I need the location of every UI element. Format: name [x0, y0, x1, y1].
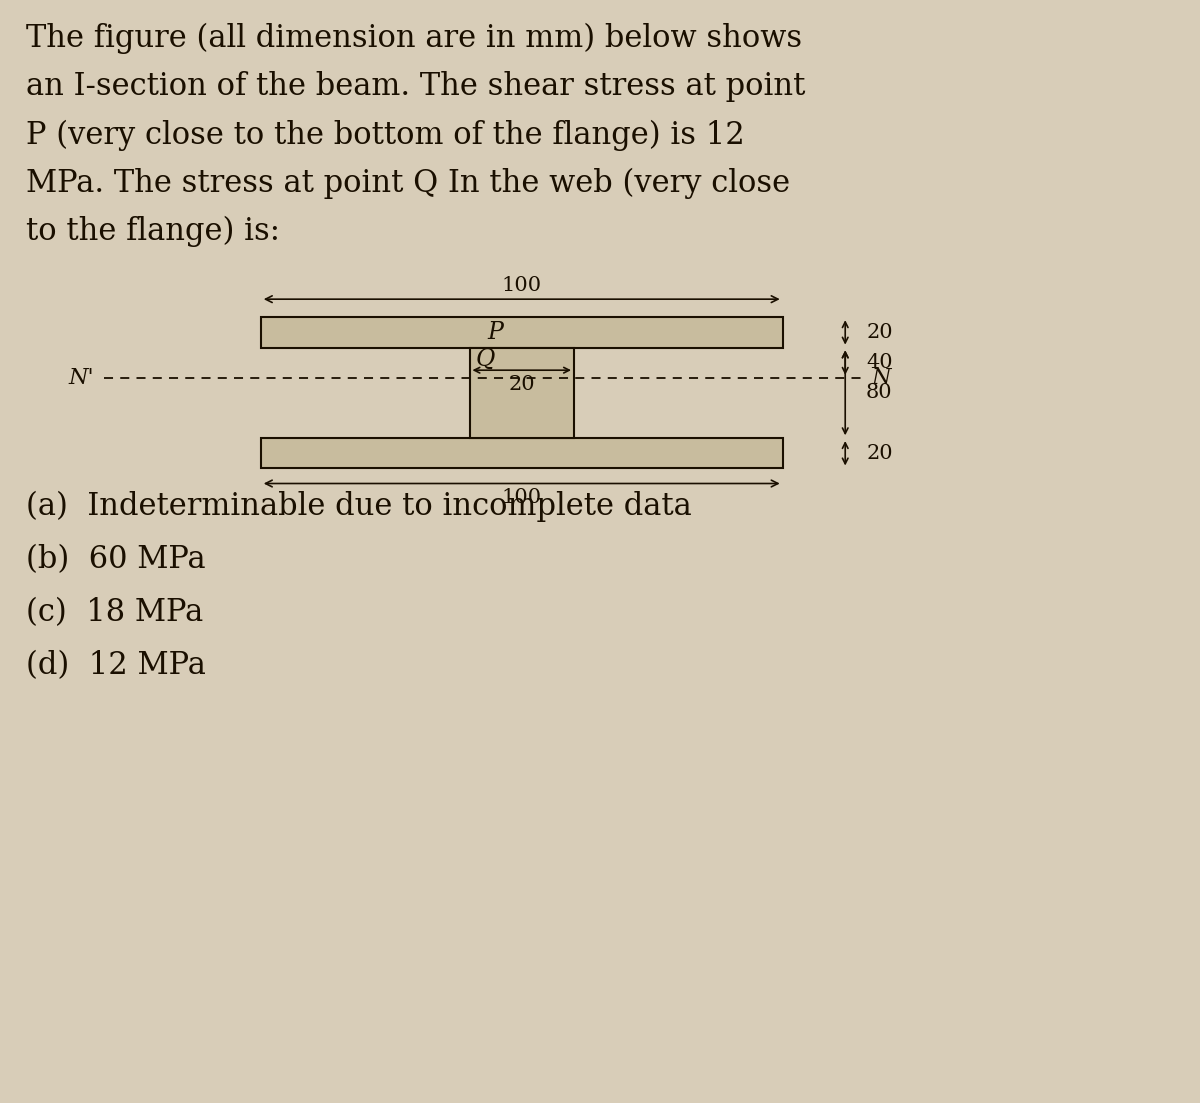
Text: 20: 20: [866, 323, 893, 342]
Text: P (very close to the bottom of the flange) is 12: P (very close to the bottom of the flang…: [26, 119, 745, 151]
Text: 100: 100: [502, 488, 542, 507]
Text: 20: 20: [866, 443, 893, 463]
Text: MPa. The stress at point Q In the web (very close: MPa. The stress at point Q In the web (v…: [26, 168, 791, 199]
Text: The figure (all dimension are in mm) below shows: The figure (all dimension are in mm) bel…: [26, 23, 803, 54]
Text: P: P: [487, 321, 504, 344]
Text: to the flange) is:: to the flange) is:: [26, 216, 280, 247]
Text: 80: 80: [866, 384, 893, 403]
Text: N: N: [871, 366, 890, 388]
Text: (a)  Indeterminable due to incomplete data: (a) Indeterminable due to incomplete dat…: [26, 491, 692, 523]
Text: (b)  60 MPa: (b) 60 MPa: [26, 544, 205, 575]
Text: N': N': [68, 366, 94, 388]
Text: an I-section of the beam. The shear stress at point: an I-section of the beam. The shear stre…: [26, 71, 805, 101]
Text: 100: 100: [502, 276, 542, 295]
Bar: [260, 438, 782, 469]
Bar: [260, 318, 782, 347]
Text: 20: 20: [509, 375, 535, 394]
Bar: [469, 347, 574, 438]
Text: Q: Q: [475, 349, 494, 371]
Text: (d)  12 MPa: (d) 12 MPa: [26, 650, 206, 681]
Text: (c)  18 MPa: (c) 18 MPa: [26, 597, 203, 628]
Text: 40: 40: [866, 353, 893, 372]
